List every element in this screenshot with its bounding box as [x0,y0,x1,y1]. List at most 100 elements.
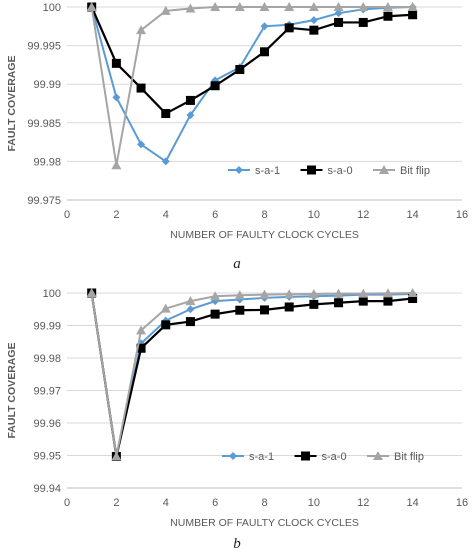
data-point [186,305,195,314]
series-s-a-0 [87,288,418,461]
data-point [136,325,147,335]
legend-label: s-a-0 [328,165,353,177]
y-tick-label: 99.95 [33,451,61,463]
x-tick-label: 8 [261,497,267,509]
legend-item: s-a-1 [222,451,274,463]
data-point [408,294,418,304]
x-axis-label: NUMBER OF FAULTY CLOCK CYCLES [170,229,359,241]
data-point [334,17,344,27]
legend-item: s-a-0 [300,165,353,177]
x-tick-label: 12 [357,497,369,509]
data-point [309,25,319,35]
y-tick-label: 99.975 [27,195,61,207]
data-point [358,17,368,27]
data-point [111,58,121,68]
data-point [210,81,220,91]
legend-item: s-a-0 [294,451,347,463]
series-line [90,292,413,458]
x-axis-label: NUMBER OF FAULTY CLOCK CYCLES [170,517,359,529]
y-tick-label: 99.99 [33,79,61,91]
data-point [334,298,344,308]
data-point [358,296,368,306]
data-point [161,109,171,119]
legend-label: s-a-1 [255,165,280,177]
y-tick-label: 99.98 [33,156,61,168]
y-tick-label: 100 [43,288,61,300]
x-tick-label: 0 [64,497,70,509]
data-point [334,9,343,18]
x-tick-label: 16 [456,497,468,509]
data-point [284,302,294,312]
y-axis-label: FAULT COVERAGE [6,55,18,151]
data-point [309,299,319,309]
data-point [383,296,393,306]
data-point [284,23,294,33]
series-s-a-1 [87,289,417,462]
data-point [112,93,121,102]
chart-b-svg: 99.94 99.95 99.96 99.97 99.98 99.99 100 0 2 4 6 8 10… [6,288,468,529]
legend: s-a-1 s-a-0 Bit flip [222,451,424,463]
legend-item: Bit flip [367,451,424,463]
x-tick-label: 4 [163,497,169,509]
series-line [90,292,413,457]
legend-marker [229,452,237,460]
data-point [259,289,270,299]
series-s-a-0 [87,2,418,119]
legend-marker [373,451,383,460]
data-point [137,140,146,149]
data-point [309,16,318,25]
data-point [408,10,418,20]
data-point [210,309,220,319]
legend-label: s-a-0 [322,451,347,463]
data-point [333,288,344,298]
x-tick-label: 4 [163,209,169,221]
chart-b-caption: b [233,536,241,552]
legend-label: Bit flip [394,451,424,463]
data-point [407,2,418,11]
data-point [260,22,269,31]
chart-a-svg: 99.975 99.98 99.985 99.99 99.995 100 0 2 4 6 8 10 12… [6,2,468,241]
y-axis-label: FAULT COVERAGE [6,342,18,438]
data-point [185,317,195,327]
legend-label: s-a-1 [249,451,274,463]
data-point [136,83,146,93]
data-point [333,2,344,11]
data-point [383,11,393,21]
series-line [90,292,413,457]
y-tick-label: 100 [43,2,61,14]
data-point [210,2,221,11]
legend-label: Bit flip [400,165,430,177]
legend-marker [307,165,316,175]
data-point [308,288,319,298]
chart-panel-a: 99.975 99.98 99.985 99.99 99.995 100 0 2 4 6 8 10 12… [0,0,474,246]
data-point [185,296,196,306]
data-point [86,2,97,11]
series-line [90,6,413,166]
data-point [284,2,295,11]
x-tick-label: 10 [308,209,320,221]
x-tick-label: 14 [407,497,419,509]
data-point [308,2,319,11]
data-point [235,305,245,315]
data-point [382,2,393,11]
x-tick-label: 6 [212,497,218,509]
data-point [136,343,146,353]
legend-item: s-a-1 [228,165,280,177]
x-tick-label: 0 [64,209,70,221]
data-point [186,111,195,120]
chart-panel-b: 99.94 99.95 99.96 99.97 99.98 99.99 100 0 2 4 6 8 10… [0,283,474,533]
data-point [260,47,269,57]
data-point [234,2,245,11]
data-point [284,289,295,299]
x-tick-label: 8 [261,209,267,221]
y-tick-label: 99.985 [27,118,61,130]
data-point [234,290,245,300]
data-point [86,288,97,297]
y-tick-label: 99.995 [27,41,61,53]
y-tick-label: 99.98 [33,353,61,365]
data-point [358,2,369,11]
data-point [160,5,171,15]
y-tick-label: 99.94 [33,483,61,495]
legend: s-a-1 s-a-0 Bit flip [228,165,430,177]
data-point [161,320,171,330]
